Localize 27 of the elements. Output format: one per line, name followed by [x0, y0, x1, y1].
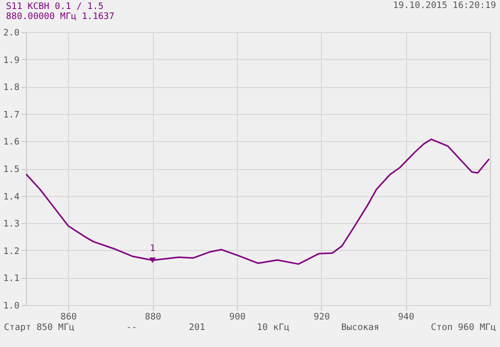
text: -- [126, 323, 138, 335]
x-tick-label: 880 [144, 312, 162, 322]
y-tick-label: 1.4 [3, 192, 20, 202]
text: 10 кГц [256, 323, 290, 335]
line-series [26, 138, 490, 265]
x-tick-label: 860 [60, 312, 77, 322]
text: 19.10.2015 16:20:19 [393, 1, 496, 11]
y-tick-label: 1.7 [3, 110, 20, 120]
text: Стоп 960 МГц [430, 323, 496, 335]
text: Высокая [341, 323, 380, 335]
y-tick-label: 1.5 [3, 165, 20, 175]
y-tick-label: 2.0 [3, 28, 20, 38]
x-tick-label: 900 [229, 312, 246, 322]
y-tick-label: 1.6 [3, 138, 20, 148]
text: 201 [188, 323, 206, 335]
y-tick-label: 1.2 [3, 246, 20, 257]
y-tick-label: 1.9 [3, 56, 20, 66]
text: 880.00000 МГц 1.1637 [6, 12, 114, 22]
y-tick-label: 1.1 [3, 274, 20, 284]
chart-title: S11 КСВН 0.1 / 1.5 [6, 2, 104, 12]
y-tick-label: 1.8 [3, 83, 20, 94]
y-tick-label: 1.0 [3, 302, 20, 312]
text: Старт 850 МГц [4, 323, 74, 335]
x-tick-label: 940 [398, 312, 414, 322]
annotation: 1 [150, 244, 156, 254]
x-tick-label: 920 [314, 312, 330, 322]
y-tick-label: 1.3 [3, 220, 20, 230]
